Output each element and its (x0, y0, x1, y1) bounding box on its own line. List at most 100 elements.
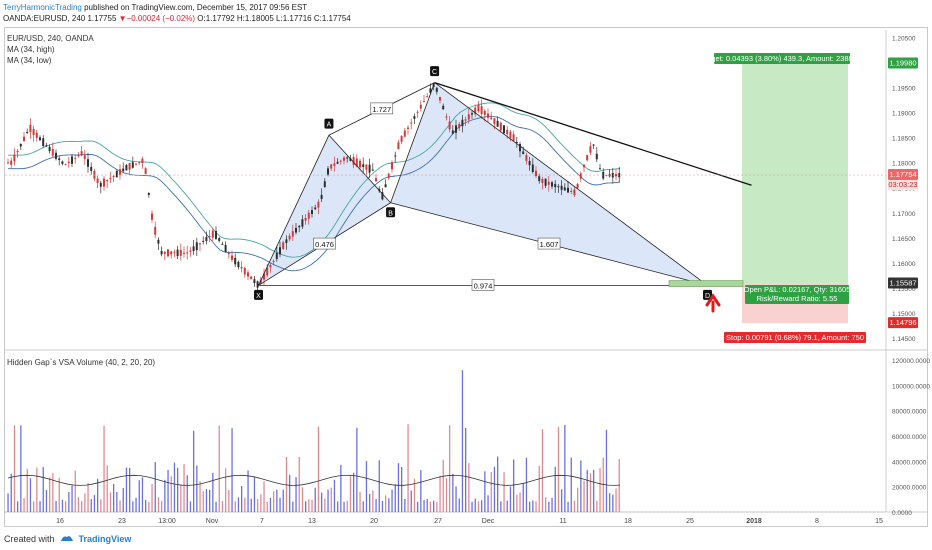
volume-bar (228, 490, 230, 512)
volume-bar (455, 486, 457, 512)
candle-body (573, 189, 576, 196)
volume-bar (548, 501, 550, 512)
time-tick-label: Nov (206, 518, 219, 525)
volume-bar (317, 426, 320, 512)
volume-bar (407, 424, 409, 512)
candle-body (26, 131, 29, 133)
candle-body (416, 111, 419, 113)
candle-body (362, 164, 365, 167)
legend-ma-low[interactable]: MA (34, low) (7, 56, 52, 65)
volume-bar (529, 501, 531, 512)
volume-bar (545, 497, 547, 512)
ratio-label-box (471, 279, 495, 291)
candle-body (426, 95, 429, 97)
volume-bar (119, 500, 121, 512)
candle-body (544, 178, 547, 186)
pattern-point-label: X (256, 293, 261, 300)
volume-bar (177, 467, 179, 512)
volume-bar (554, 466, 556, 512)
time-tick-label: 16 (56, 518, 64, 525)
volume-bar (465, 427, 467, 512)
volume-bar (573, 500, 576, 512)
volume-bar (525, 457, 528, 512)
candle-body (346, 157, 349, 159)
candle-body (141, 158, 144, 164)
candle-body (483, 110, 486, 115)
candle-body (314, 207, 317, 210)
volume-bar (535, 501, 537, 512)
candle-body (157, 239, 160, 244)
candle-body (154, 226, 157, 235)
candle-body (253, 279, 256, 284)
candle-body (538, 176, 541, 181)
candle-body (531, 164, 534, 173)
volume-bar (599, 468, 601, 512)
volume-bar (122, 487, 124, 512)
candle-body (333, 163, 336, 166)
volume-bar (477, 501, 480, 512)
volume-bar (71, 485, 73, 512)
volume-bar (471, 501, 473, 512)
volume-bar (266, 501, 268, 512)
volume-bar (298, 456, 300, 512)
pattern-line (434, 82, 708, 286)
open-pnl-label-box (745, 285, 849, 295)
volume-bar (17, 501, 19, 512)
candle-body (400, 136, 403, 142)
volume-bar (522, 483, 524, 512)
time-tick-label: 20 (370, 518, 378, 525)
author-link[interactable]: TerryHarmonicTrading (3, 3, 82, 12)
volume-bar (506, 500, 508, 512)
volume-bar (97, 478, 99, 512)
candle-body (477, 104, 480, 112)
volume-bar (589, 473, 592, 512)
candle-body (183, 252, 185, 254)
candle-body (563, 187, 566, 191)
open-pnl-label: Open P&L: 0.02167, Qty: 31605 (744, 285, 851, 294)
candle-body (368, 164, 371, 173)
volume-bar (170, 476, 172, 512)
pattern-point-box (703, 289, 713, 300)
volume-bar (234, 501, 236, 512)
legend-ma-high[interactable]: MA (34, high) (7, 45, 55, 54)
volume-bar (308, 499, 310, 512)
candle-body (266, 267, 269, 276)
candle-body (403, 130, 406, 137)
candle-body (77, 155, 80, 157)
price-tick-label: 1.17000 (892, 211, 916, 218)
candle-body (490, 117, 493, 120)
volume-bar (381, 500, 384, 512)
candle-body (19, 143, 22, 147)
volume-tick-label: 120000.0000 (892, 358, 930, 365)
candle-body (352, 157, 355, 166)
volume-bar (45, 489, 48, 512)
price-tick-label: 1.16000 (892, 261, 916, 268)
candle-body (551, 182, 553, 187)
candle-body (256, 281, 259, 288)
candle-body (173, 252, 176, 254)
volume-bar (7, 493, 9, 512)
candle-body (554, 183, 557, 188)
pattern-point-box (254, 289, 264, 300)
volume-bar (532, 500, 534, 512)
volume-bar (132, 501, 134, 512)
candle-body (237, 261, 240, 268)
volume-bar (202, 491, 204, 512)
candle-body (35, 132, 38, 138)
volume-bar (253, 477, 256, 512)
volume-bar (365, 461, 368, 512)
price-tick-label: 1.19500 (892, 86, 916, 93)
candle-body (48, 146, 51, 152)
countdown-badge-box (888, 180, 918, 191)
candle-body (7, 162, 9, 164)
tradingview-brand[interactable]: TradingView (78, 533, 132, 544)
volume-bar (164, 479, 166, 512)
volume-bar (583, 480, 585, 512)
candle-body (13, 154, 16, 162)
candle-body (144, 168, 147, 175)
price-tick-label: 1.16500 (892, 236, 916, 243)
legend-volume[interactable]: Hidden Gap`s VSA Volume (40, 2, 20, 20) (7, 358, 156, 367)
candle-body (307, 212, 310, 219)
ratio-label-box (370, 102, 394, 115)
